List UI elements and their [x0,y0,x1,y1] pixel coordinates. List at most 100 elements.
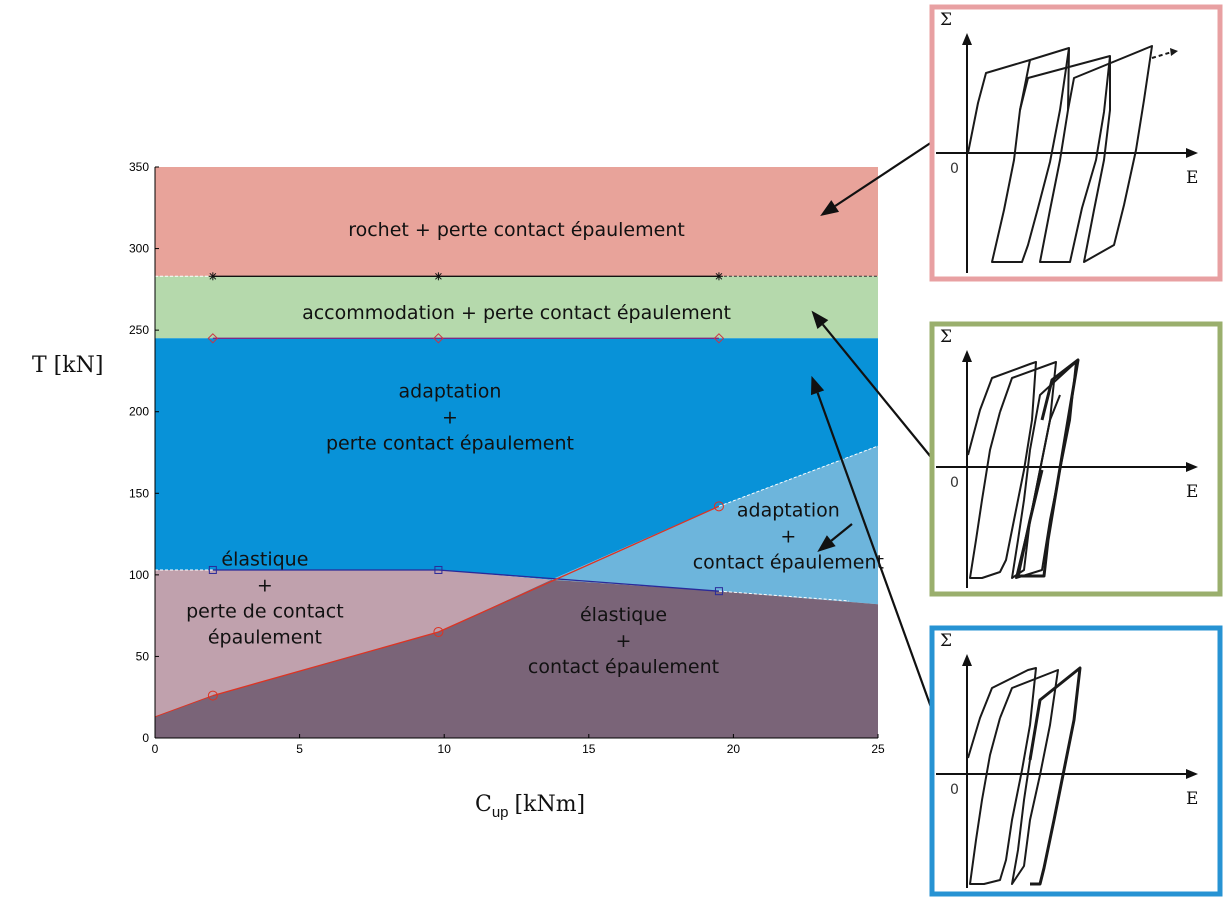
region-label-line: contact épaulement [528,656,719,678]
inset-hysteresis-loop [999,669,1059,885]
x-tick-label: 5 [296,742,303,756]
region-label-adaptation-perte: adaptation + perte contact épaulement [326,381,574,455]
inset-axis-arrowhead [962,350,972,362]
point-circle [433,626,444,637]
series-circle [154,445,879,718]
point-diamond [433,333,444,344]
region-label-line: perte contact épaulement [326,433,574,455]
point-star [208,272,217,281]
y-tick-label: 0 [142,731,149,745]
region-label-elastique-contact: élastique + contact épaulement [528,604,719,678]
y-tick-label: 200 [129,405,149,419]
y-tick-label: 100 [129,568,149,582]
region-adaptation-perte [155,338,878,580]
inset-hysteresis-loop [967,667,1037,885]
inset-hysteresis-loop [967,47,1070,263]
x-tick-label: 0 [152,742,159,756]
region-label-line: + [616,630,632,652]
y-tick-label: 350 [129,160,149,174]
inset-drift-continuation [1151,51,1173,59]
region-adaptation-contact [551,445,878,605]
x-tick-label: 25 [871,742,885,756]
x-axis-label-main: C [475,792,492,817]
y-tick-label: 50 [136,649,150,663]
insets: Σ E 0 Σ E 0 Σ E 0 [929,4,1223,897]
region-label-line: rochet + perte contact épaulement [348,219,685,241]
inset-origin-label: 0 [950,782,959,798]
series-square [155,565,850,602]
point-star [714,272,723,281]
y-tick-label: 150 [129,486,149,500]
region-label-line: + [442,407,458,429]
inset-sigma-label: Σ [940,327,952,347]
x-axis-label-sub: up [492,804,509,821]
point-circle [207,690,218,701]
inset-axis-arrowhead [962,654,972,666]
point-square [714,587,723,596]
inset-e-label: E [1186,482,1198,502]
series-star [155,272,878,281]
series-line [212,505,720,697]
region-label-line: accommodation + perte contact épaulement [302,302,731,324]
region-label-elastique-perte: élastique + perte de contact épaulement [186,549,344,649]
y-tick-label: 250 [129,323,149,337]
region-accommodation [155,276,878,339]
inset-e-label: E [1186,168,1198,188]
region-label-line: élastique [580,604,667,626]
region-label-line: adaptation [737,500,840,522]
region-rochet [155,167,878,277]
region-label-line: + [780,526,796,548]
region-label-adaptation-contact: adaptation + contact épaulement [693,500,884,574]
series-diamond [207,333,725,344]
series-extension [154,695,214,718]
inset-axis-arrowhead [1186,769,1198,779]
inset-hysteresis-loop [1019,47,1111,263]
y-axis-label: T [kN] [32,353,103,378]
x-tick-label: 10 [438,742,452,756]
arrows [811,139,936,711]
x-tick-label: 20 [727,742,741,756]
point-square [208,565,217,574]
inset-accommodation: Σ E 0 [929,321,1223,597]
region-label-line: perte de contact [186,601,344,623]
inset-adaptation: Σ E 0 [929,625,1223,897]
inset-hysteresis-loop [967,361,1037,579]
x-tick-label: 15 [582,742,596,756]
inset-axis-arrowhead [962,33,972,45]
inset-axis-arrowhead [1170,48,1178,56]
x-axis-label-unit: [kNm] [515,792,586,817]
point-square [434,565,443,574]
region-label-line: + [257,575,273,597]
inset-hysteresis-loop [1067,45,1153,263]
arrow-to-adaptation [811,375,934,711]
inset-axis-arrowhead [1186,462,1198,472]
region-label-accommodation: accommodation + perte contact épaulement [302,302,731,324]
plot-area: rochet + perte contact épaulement accommo… [154,167,884,738]
x-axis-label: Cup [kNm] [475,792,585,821]
series-extension [718,445,879,507]
arrow-to-accommodation [811,310,936,463]
point-star [434,272,443,281]
inset-sigma-label: Σ [940,10,952,30]
series-extension [718,590,850,602]
inset-sigma-label: Σ [940,631,952,651]
region-elastique-perte [155,569,552,717]
axes: T [kN] Cup [kNm] 0 5 10 15 20 2505010015020025… [32,160,885,821]
region-label-line: épaulement [208,627,322,649]
region-elastique-contact [155,579,878,738]
inset-e-label: E [1186,789,1198,809]
inset-origin-label: 0 [950,475,959,491]
arrow-to-rochet [820,139,936,216]
point-circle [713,501,724,512]
point-diamond [713,333,725,344]
inset-frame [929,625,1223,897]
arrow-adaptation-contact [817,523,853,553]
y-tick-label: 300 [129,242,149,256]
region-label-rochet: rochet + perte contact épaulement [348,219,685,241]
inset-origin-label: 0 [950,161,959,177]
region-label-line: contact épaulement [693,552,884,574]
inset-hysteresis-loop [1028,666,1082,886]
inset-hysteresis-loop [1016,358,1080,578]
region-label-line: adaptation [399,381,502,403]
